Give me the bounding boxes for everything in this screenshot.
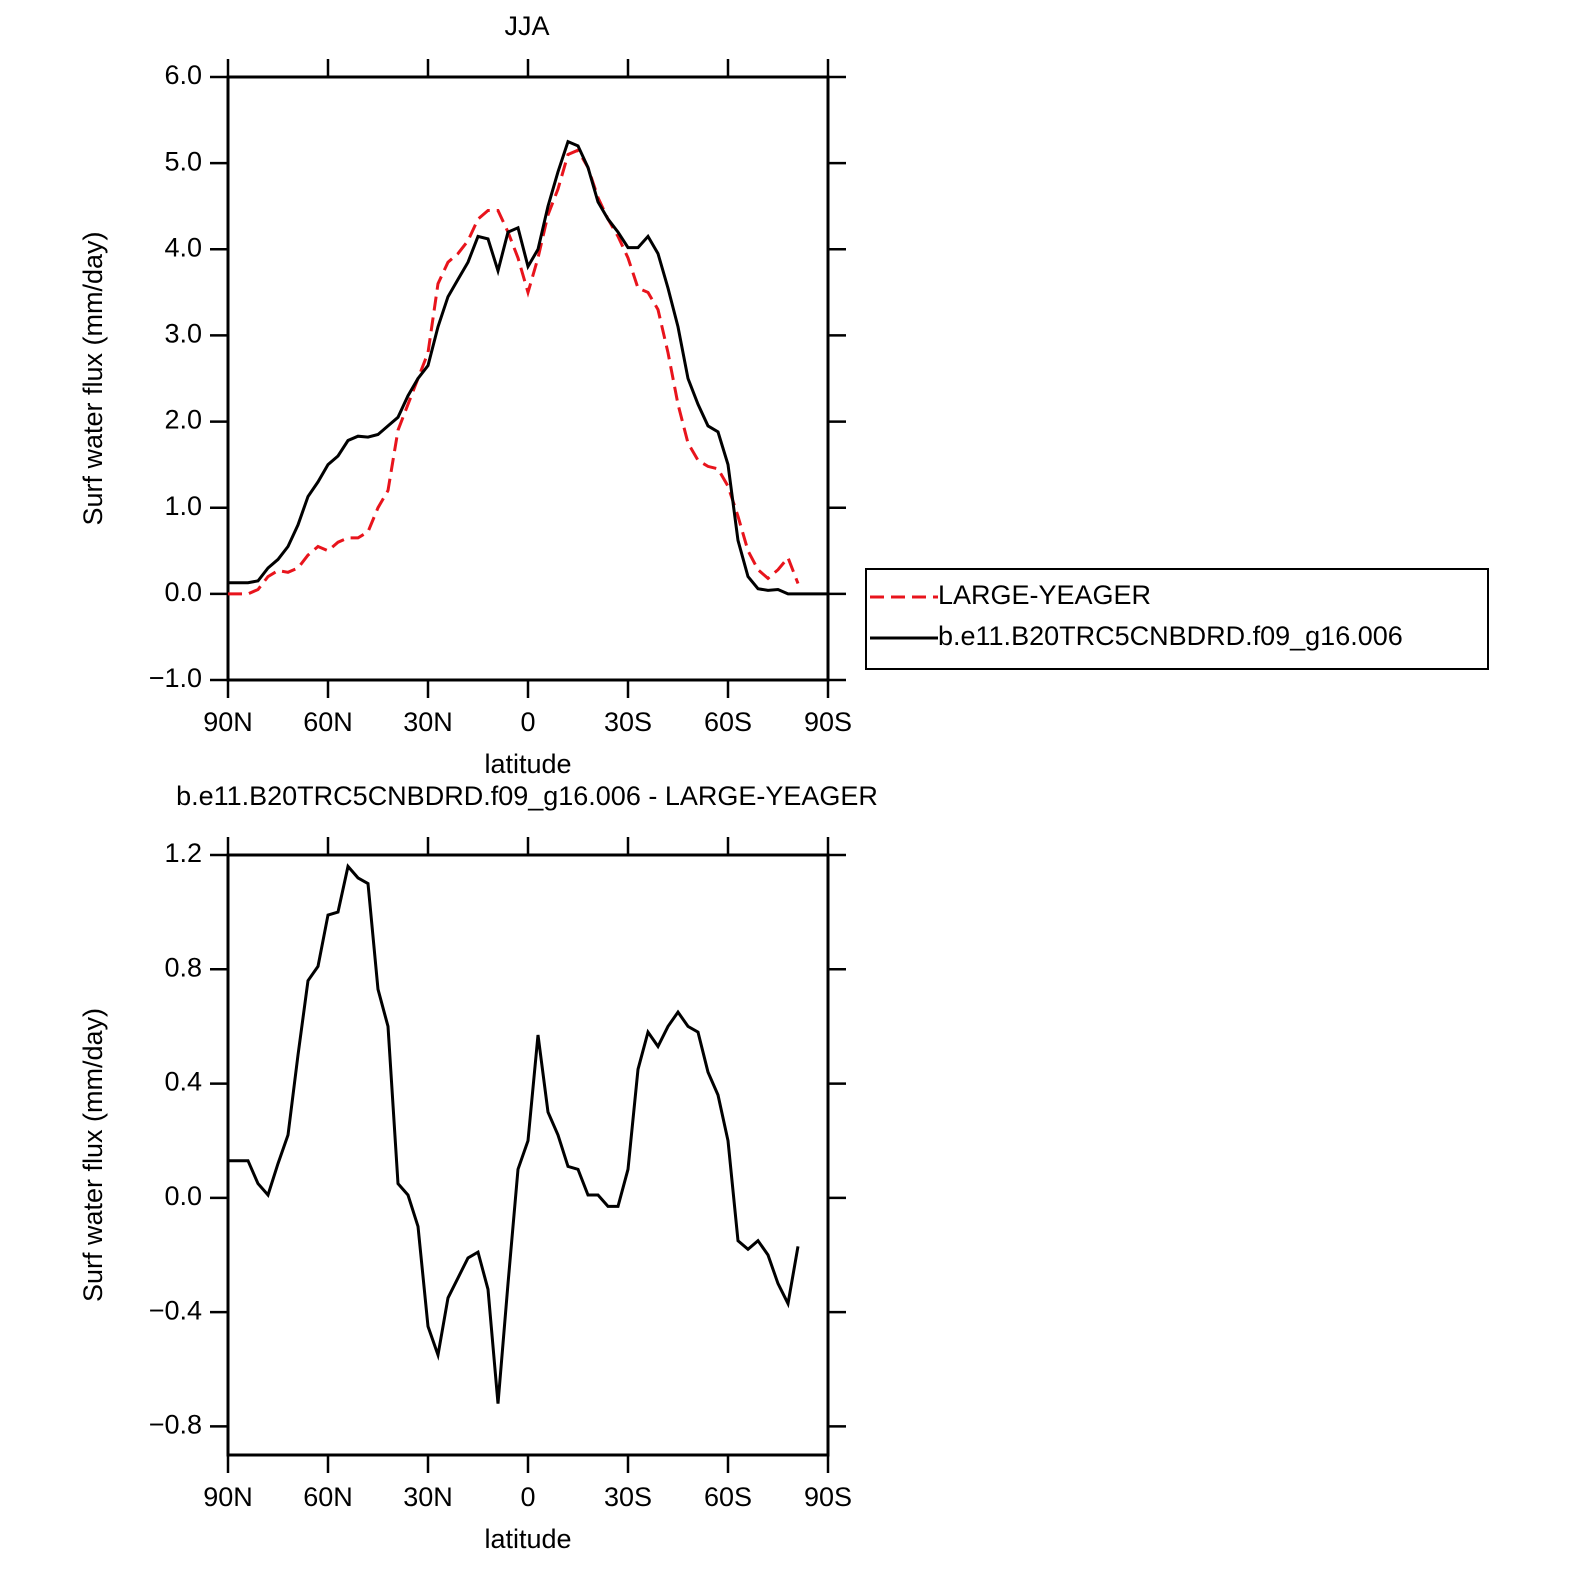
y-tick-label: 0.0	[164, 577, 202, 607]
y-tick-label: 6.0	[164, 60, 202, 90]
chart-title: b.e11.B20TRC5CNBDRD.f09_g16.006 - LARGE-…	[176, 781, 878, 811]
y-tick-label: 0.8	[164, 952, 202, 982]
x-tick-label: 60S	[704, 707, 752, 737]
x-tick-label: 60S	[704, 1482, 752, 1512]
legend-label: b.e11.B20TRC5CNBDRD.f09_g16.006	[938, 621, 1403, 651]
x-tick-label: 30N	[403, 707, 453, 737]
x-axis-label: latitude	[484, 1524, 571, 1554]
x-tick-label: 90N	[203, 707, 253, 737]
data-line	[228, 863, 800, 1404]
data-line	[228, 139, 828, 596]
data-line	[228, 148, 800, 596]
x-tick-label: 60N	[303, 1482, 353, 1512]
y-tick-label: 1.2	[164, 838, 202, 868]
plot-frame	[226, 853, 830, 1457]
x-tick-label: 0	[520, 707, 535, 737]
legend-label: LARGE-YEAGER	[938, 580, 1151, 610]
plot-frame	[226, 75, 830, 682]
chart-title: JJA	[504, 11, 549, 41]
x-tick-label: 90N	[203, 1482, 253, 1512]
y-axis-label: Surf water flux (mm/day)	[78, 1008, 108, 1302]
x-tick-label: 0	[520, 1482, 535, 1512]
y-tick-label: 0.4	[164, 1067, 202, 1097]
y-tick-label: 0.0	[164, 1181, 202, 1211]
y-axis-label: Surf water flux (mm/day)	[78, 231, 108, 525]
y-tick-label: 3.0	[164, 319, 202, 349]
x-tick-label: 30S	[604, 1482, 652, 1512]
y-tick-label: 5.0	[164, 146, 202, 176]
legend-box	[865, 568, 1489, 670]
x-axis-label: latitude	[484, 749, 571, 779]
y-tick-label: 2.0	[164, 405, 202, 435]
y-tick-label: 4.0	[164, 232, 202, 262]
x-tick-label: 90S	[804, 707, 852, 737]
x-tick-label: 30S	[604, 707, 652, 737]
y-tick-label: −0.8	[149, 1410, 202, 1440]
x-tick-label: 90S	[804, 1482, 852, 1512]
x-tick-label: 60N	[303, 707, 353, 737]
y-tick-label: −1.0	[149, 663, 202, 693]
x-tick-label: 30N	[403, 1482, 453, 1512]
y-tick-label: −0.4	[149, 1295, 202, 1325]
y-tick-label: 1.0	[164, 491, 202, 521]
